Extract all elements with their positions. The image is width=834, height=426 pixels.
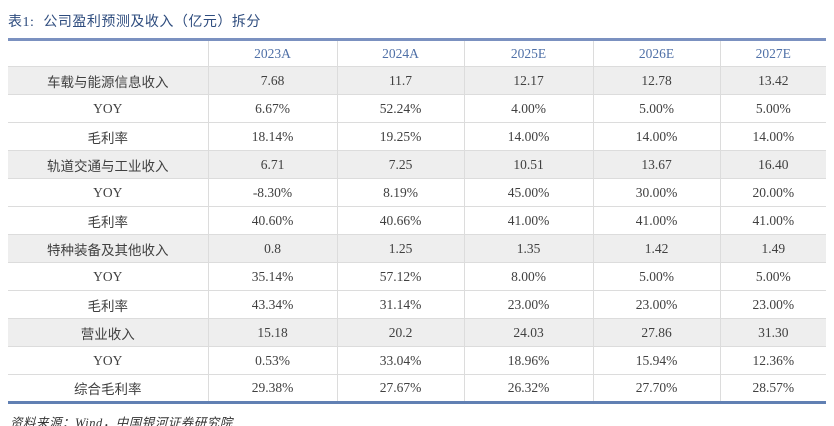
- row-label: 毛利率: [8, 206, 208, 235]
- data-cell: 40.66%: [336, 206, 464, 235]
- table-title: 表1: 公司盈利预测及收入（亿元）拆分: [0, 0, 834, 38]
- table-body: 车载与能源信息收入 7.68 11.7 12.17 12.78 13.42 YOY 6.67%…: [8, 66, 826, 403]
- data-cell: 5.00%: [719, 94, 826, 123]
- row-label: 毛利率: [8, 290, 208, 319]
- data-cell: 27.86: [592, 318, 720, 347]
- table-row: 毛利率 18.14% 19.25% 14.00% 14.00% 14.00%: [8, 122, 826, 151]
- data-cell: 0.53%: [207, 346, 337, 375]
- data-cell: 27.67%: [336, 374, 464, 403]
- header-row: 2023A 2024A 2025E 2026E 2027E: [8, 39, 826, 67]
- row-label: 毛利率: [8, 122, 208, 151]
- data-cell: 41.00%: [463, 206, 593, 235]
- data-cell: 7.25: [336, 150, 464, 179]
- data-cell: 1.35: [463, 234, 593, 263]
- data-cell: 1.49: [719, 234, 826, 263]
- data-cell: 31.30: [719, 318, 826, 347]
- table-row: YOY 6.67% 52.24% 4.00% 5.00% 5.00%: [8, 94, 826, 123]
- data-cell: 12.78: [592, 66, 720, 95]
- data-cell: 6.71: [207, 150, 337, 179]
- table-row: YOY 0.53% 33.04% 18.96% 15.94% 12.36%: [8, 346, 826, 375]
- data-cell: 23.00%: [463, 290, 593, 319]
- header-cell-year: 2024A: [336, 39, 464, 67]
- data-cell: 12.36%: [719, 346, 826, 375]
- table-title-text: 公司盈利预测及收入（亿元）拆分: [43, 15, 261, 30]
- data-cell: 1.25: [336, 234, 464, 263]
- source-note: 资料来源：Wind，中国银河证券研究院: [10, 416, 233, 426]
- header-cell-year: 2023A: [207, 39, 337, 67]
- row-label: YOY: [8, 178, 208, 207]
- row-label: 特种装备及其他收入: [8, 234, 208, 263]
- table-row: 毛利率 43.34% 31.14% 23.00% 23.00% 23.00%: [8, 290, 826, 319]
- data-cell: 52.24%: [336, 94, 464, 123]
- header-cell-empty: [8, 39, 208, 67]
- data-cell: 14.00%: [592, 122, 720, 151]
- header-cell-year: 2025E: [463, 39, 593, 67]
- data-cell: 29.38%: [207, 374, 337, 403]
- row-label: YOY: [8, 346, 208, 375]
- table-row: YOY -8.30% 8.19% 45.00% 30.00% 20.00%: [8, 178, 826, 207]
- data-cell: 31.14%: [336, 290, 464, 319]
- forecast-table: 2023A 2024A 2025E 2026E 2027E 车载与能源信息收入 7.68 1…: [8, 38, 826, 404]
- data-cell: 14.00%: [719, 122, 826, 151]
- data-cell: 5.00%: [592, 262, 720, 291]
- table-row: 毛利率 40.60% 40.66% 41.00% 41.00% 41.00%: [8, 206, 826, 235]
- data-cell: 40.60%: [207, 206, 337, 235]
- table-row: 轨道交通与工业收入 6.71 7.25 10.51 13.67 16.40: [8, 150, 826, 179]
- data-cell: 23.00%: [719, 290, 826, 319]
- data-cell: 8.00%: [463, 262, 593, 291]
- data-cell: 18.96%: [463, 346, 593, 375]
- row-label: 轨道交通与工业收入: [8, 150, 208, 179]
- data-cell: 10.51: [463, 150, 593, 179]
- row-label: 营业收入: [8, 318, 208, 347]
- data-cell: 15.94%: [592, 346, 720, 375]
- data-cell: 15.18: [207, 318, 337, 347]
- data-cell: 23.00%: [592, 290, 720, 319]
- header-cell-year: 2027E: [719, 39, 826, 67]
- data-cell: 28.57%: [719, 374, 826, 403]
- row-label: 车载与能源信息收入: [8, 66, 208, 95]
- data-cell: 5.00%: [592, 94, 720, 123]
- data-cell: 8.19%: [336, 178, 464, 207]
- data-cell: -8.30%: [207, 178, 337, 207]
- data-cell: 5.00%: [719, 262, 826, 291]
- data-cell: 41.00%: [592, 206, 720, 235]
- row-label: 综合毛利率: [8, 374, 208, 403]
- data-cell: 43.34%: [207, 290, 337, 319]
- table-number-label: 表1:: [8, 15, 35, 30]
- data-cell: 11.7: [336, 66, 464, 95]
- data-cell: 27.70%: [592, 374, 720, 403]
- data-cell: 35.14%: [207, 262, 337, 291]
- data-cell: 57.12%: [336, 262, 464, 291]
- data-cell: 13.42: [719, 66, 826, 95]
- data-cell: 41.00%: [719, 206, 826, 235]
- data-cell: 19.25%: [336, 122, 464, 151]
- row-label: YOY: [8, 94, 208, 123]
- table-row: 特种装备及其他收入 0.8 1.25 1.35 1.42 1.49: [8, 234, 826, 263]
- data-cell: 7.68: [207, 66, 337, 95]
- table-row: 综合毛利率 29.38% 27.67% 26.32% 27.70% 28.57%: [8, 374, 826, 403]
- data-cell: 30.00%: [592, 178, 720, 207]
- data-cell: 6.67%: [207, 94, 337, 123]
- data-cell: 26.32%: [463, 374, 593, 403]
- data-cell: 12.17: [463, 66, 593, 95]
- data-cell: 1.42: [592, 234, 720, 263]
- data-cell: 14.00%: [463, 122, 593, 151]
- data-cell: 0.8: [207, 234, 337, 263]
- data-cell: 4.00%: [463, 94, 593, 123]
- data-cell: 24.03: [463, 318, 593, 347]
- data-cell: 18.14%: [207, 122, 337, 151]
- table-row: YOY 35.14% 57.12% 8.00% 5.00% 5.00%: [8, 262, 826, 291]
- data-cell: 16.40: [719, 150, 826, 179]
- table-row: 车载与能源信息收入 7.68 11.7 12.17 12.78 13.42: [8, 66, 826, 95]
- data-cell: 13.67: [592, 150, 720, 179]
- header-cell-year: 2026E: [592, 39, 720, 67]
- data-cell: 33.04%: [336, 346, 464, 375]
- row-label: YOY: [8, 262, 208, 291]
- table-row: 营业收入 15.18 20.2 24.03 27.86 31.30: [8, 318, 826, 347]
- data-cell: 20.2: [336, 318, 464, 347]
- data-cell: 20.00%: [719, 178, 826, 207]
- data-cell: 45.00%: [463, 178, 593, 207]
